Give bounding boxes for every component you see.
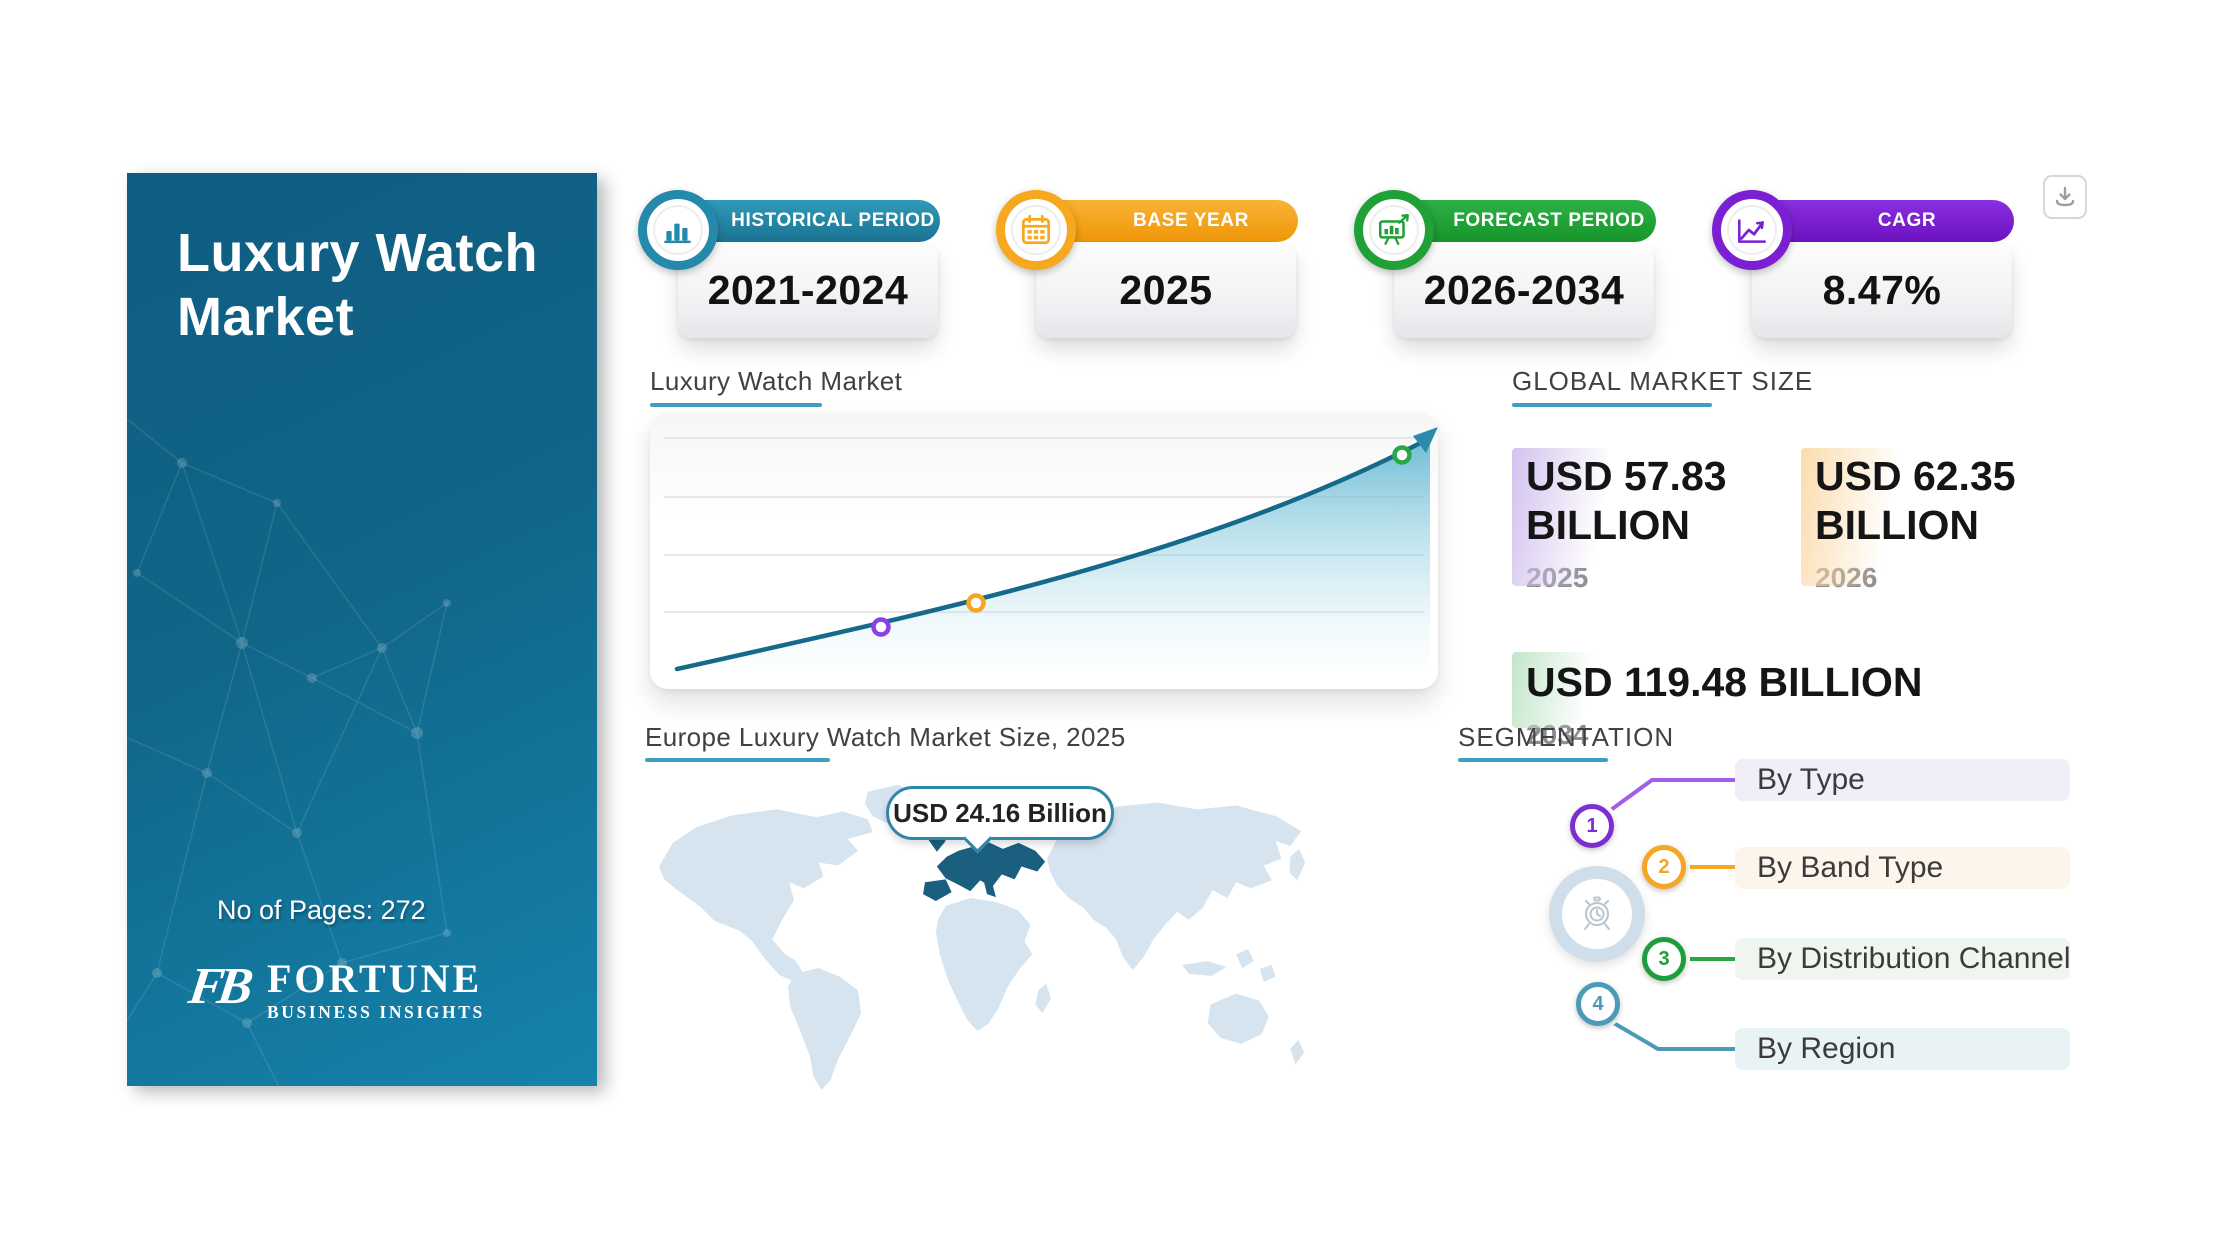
segment-number-4: 4 [1576,982,1620,1026]
stat-2026: USD 62.35 BILLION 2026 [1801,448,2115,594]
watch-icon [1584,896,1610,930]
segment-by-band-type: By Band Type [1735,847,2070,889]
badge-forecast-period-label: FORECAST PERIOD [1394,200,1656,242]
badge-forecast-period: FORECAST PERIOD 2026-2034 [1354,190,1656,338]
global-market-size-underline [1512,403,1712,407]
badge-base-year: BASE YEAR 2025 [996,190,1298,338]
logo-name: FORTUNE [267,956,483,1001]
badge-historical-period-label: HISTORICAL PERIOD [678,200,940,242]
chart-title-underline [650,403,822,407]
calendar-icon [996,190,1076,270]
map-new-zealand [1290,1039,1305,1065]
stat-2026-value-line2: BILLION [1815,502,1979,548]
stat-2026-accent [1801,448,1897,586]
chart-area-fill [677,438,1430,670]
marker-2034 [1392,445,1412,465]
download-icon [2055,186,2075,207]
map-title-underline [645,758,830,762]
market-growth-chart [650,413,1438,689]
stat-2026-value-line1: USD 62.35 [1815,453,2016,499]
map-africa [935,898,1033,1032]
marker-2026 [966,593,986,613]
map-north-america [659,809,873,982]
badge-cagr: CAGR 8.47% [1712,190,2014,338]
segmentation-center-badge [1549,866,1645,962]
stat-2025-value-line2: BILLION [1526,502,1690,548]
download-button[interactable] [2043,175,2087,219]
global-market-size-title: GLOBAL MARKET SIZE [1512,366,1814,396]
badge-cagr-label: CAGR [1752,200,2014,242]
segment-by-distribution-channel: By Distribution Channel [1735,938,2071,980]
trend-arrow-icon [1413,427,1438,453]
segmentation-underline [1458,758,1608,762]
segment-number-2: 2 [1642,845,1686,889]
badge-historical-period: HISTORICAL PERIOD 2021-2024 [638,190,940,338]
stat-2025-accent [1512,448,1608,586]
report-title: Luxury Watch Market [177,223,539,347]
cagr-value: 8.47% [1822,266,1942,313]
map-madagascar [1035,983,1052,1014]
stat-2034-value: USD 119.48 BILLION [1526,659,1923,705]
segment-by-type: By Type [1735,759,2070,801]
logo-monogram-icon: FB [185,958,251,1015]
base-year-value: 2025 [1119,266,1213,313]
stat-2034-accent [1512,652,1598,728]
europe-market-callout: USD 24.16 Billion [886,786,1114,840]
stat-2025-value-line1: USD 57.83 [1526,453,1727,499]
segment-by-region: By Region [1735,1028,2070,1070]
badge-base-year-label: BASE YEAR [1036,200,1298,242]
historical-period-value: 2021-2024 [707,266,909,313]
bar-chart-icon [638,190,718,270]
segment-number-1: 1 [1570,804,1614,848]
forecast-period-value: 2026-2034 [1423,266,1625,313]
segment-number-3: 3 [1642,937,1686,981]
marker-2025 [871,617,891,637]
area-chart [664,427,1438,672]
map-south-america [788,967,861,1091]
stat-2034: USD 119.48 BILLION 2034 [1512,652,1996,751]
europe-market-value: USD 24.16 Billion [893,797,1107,828]
brand-logo: FB FORTUNE BUSINESS INSIGHTS [185,956,485,1023]
stat-2025: USD 57.83 BILLION 2025 [1512,448,1826,594]
pages-count: No of Pages: 272 [217,895,426,925]
segmentation-title: SEGMENTATION [1458,722,1675,752]
presentation-chart-icon [1354,190,1434,270]
chart-section-title: Luxury Watch Market [650,366,903,396]
map-asia [1047,802,1302,970]
segmentation-connectors [1606,778,1742,1051]
growth-trend-icon [1712,190,1792,270]
chart-trend-line [674,435,1433,672]
map-australia [1207,993,1269,1044]
logo-tagline: BUSINESS INSIGHTS [267,1002,485,1022]
sidebar-panel: Luxury Watch Market No of Pages: 272 FB … [127,173,597,1086]
map-section-title: Europe Luxury Watch Market Size, 2025 [645,722,1126,752]
